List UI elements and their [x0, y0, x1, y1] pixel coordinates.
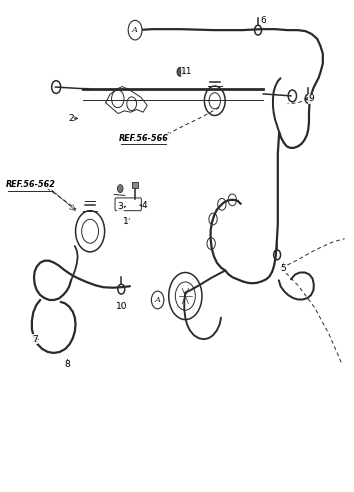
Circle shape	[177, 67, 183, 76]
Text: 11: 11	[181, 67, 193, 76]
Text: 10: 10	[115, 303, 127, 311]
Text: A: A	[155, 296, 161, 304]
Text: 8: 8	[65, 360, 70, 369]
Text: 7: 7	[32, 335, 38, 344]
Circle shape	[118, 184, 123, 192]
FancyBboxPatch shape	[132, 182, 138, 187]
Text: A: A	[132, 26, 138, 34]
Text: 6: 6	[261, 16, 266, 25]
Text: 2: 2	[68, 114, 74, 123]
Text: 3: 3	[118, 202, 124, 211]
Text: 4: 4	[142, 201, 148, 210]
Text: 9: 9	[309, 94, 315, 103]
Text: 1: 1	[122, 217, 128, 226]
Circle shape	[128, 20, 142, 40]
Text: REF.56-562: REF.56-562	[6, 180, 56, 189]
Text: 5: 5	[280, 264, 286, 273]
Text: REF.56-566: REF.56-566	[119, 133, 169, 143]
Circle shape	[152, 291, 164, 309]
